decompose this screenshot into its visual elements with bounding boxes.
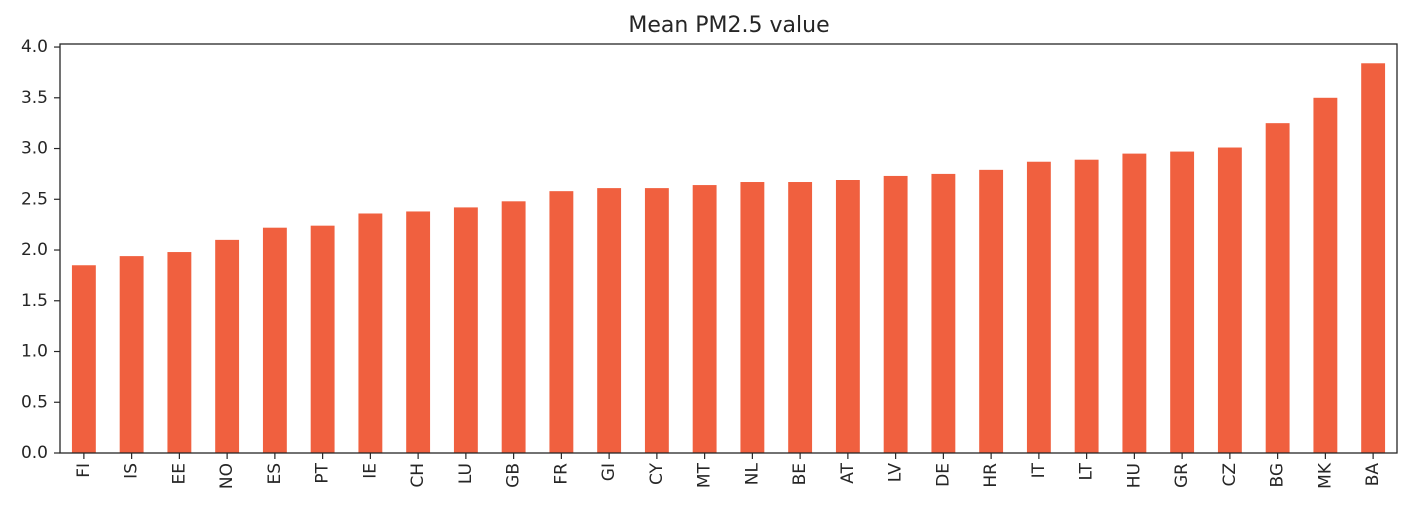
x-tick-label: IE [360, 463, 380, 479]
chart-title: Mean PM2.5 value [628, 13, 829, 38]
plot-frame [59, 43, 1398, 454]
x-tick-label: FR [551, 463, 571, 485]
x-tick-label: CZ [1220, 463, 1240, 487]
bar-ch [406, 211, 431, 453]
x-tick-label: LT [1077, 462, 1097, 480]
y-tick-label: 2.0 [21, 240, 48, 260]
x-tick-label: NO [217, 463, 237, 489]
x-tick-label: NL [742, 462, 762, 485]
y-tick-label: 4.0 [21, 37, 48, 57]
bar-is [119, 256, 144, 453]
x-tick-label: IT [1029, 462, 1049, 478]
x-tick-label: HU [1124, 463, 1144, 488]
x-tick-label: IS [122, 463, 142, 479]
bar-it [1026, 161, 1051, 454]
bar-nl [740, 182, 765, 453]
x-tick-label: MT [695, 462, 715, 488]
bar-at [835, 180, 860, 453]
y-tick-label: 1.0 [21, 342, 48, 362]
bar-gb [501, 201, 526, 453]
x-tick-label: LU [456, 463, 476, 484]
bar-cz [1217, 147, 1242, 453]
y-tick-label: 3.0 [21, 139, 48, 159]
bar-es [262, 227, 287, 453]
bar-ba [1361, 63, 1386, 453]
bar-fi [71, 265, 96, 453]
x-tick-label: HR [981, 463, 1001, 488]
x-tick-label: GR [1172, 463, 1192, 488]
bar-ee [167, 252, 192, 453]
bar-be [788, 182, 813, 453]
x-axis: FI IS EE NO ES PT IE CH LU GB FR GI CY MT NL BE AT LV DE HR… [74, 453, 1383, 489]
x-tick-label: CY [647, 462, 667, 485]
bar-bg [1265, 123, 1290, 453]
bar-hu [1122, 153, 1147, 454]
x-tick-label: BA [1363, 463, 1383, 487]
bar-mt [692, 185, 717, 453]
bar-lt [1074, 159, 1099, 453]
bar-mk [1313, 97, 1338, 453]
x-tick-label: BG [1268, 463, 1288, 488]
bar-lu [453, 207, 478, 453]
bar-cy [644, 188, 669, 454]
x-tick-label: DE [933, 463, 953, 487]
y-tick-label: 1.5 [21, 291, 48, 311]
bar-gi [597, 188, 622, 454]
bar-hr [979, 169, 1004, 453]
bar-ie [358, 213, 383, 453]
x-tick-label: CH [408, 463, 428, 488]
bars-group [71, 63, 1386, 454]
bar-gr [1170, 151, 1195, 453]
bar-lv [883, 175, 908, 453]
y-tick-label: 2.5 [21, 189, 48, 209]
x-tick-label: PT [313, 462, 333, 483]
y-tick-label: 0.0 [21, 443, 48, 463]
x-tick-label: AT [838, 462, 858, 483]
y-axis: 0.0 0.5 1.0 1.5 2.0 2.5 3.0 3.5 4.0 [21, 37, 60, 463]
x-tick-label: BE [790, 463, 810, 485]
y-tick-label: 0.5 [21, 392, 48, 412]
x-tick-label: FI [74, 463, 94, 478]
y-tick-label: 3.5 [21, 88, 48, 108]
bar-fr [549, 191, 574, 453]
bar-no [215, 239, 240, 453]
x-tick-label: MK [1315, 462, 1335, 489]
x-tick-label: EE [169, 463, 189, 484]
bar-de [931, 173, 956, 453]
x-tick-label: ES [265, 463, 285, 485]
x-tick-label: GI [599, 463, 619, 481]
bar-pt [310, 225, 335, 453]
x-tick-label: LV [886, 463, 906, 483]
x-tick-label: GB [504, 463, 524, 488]
